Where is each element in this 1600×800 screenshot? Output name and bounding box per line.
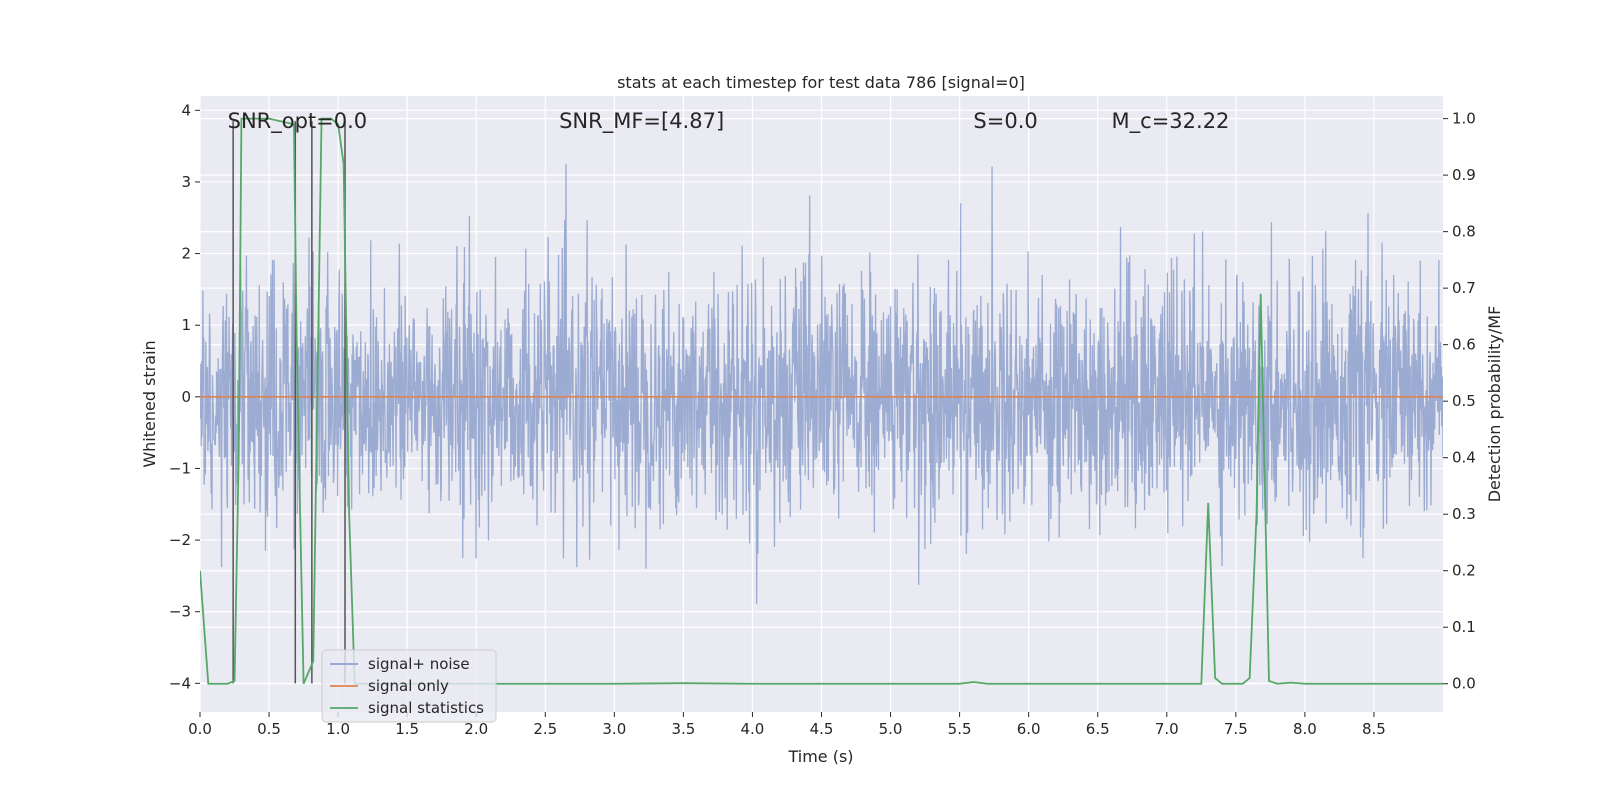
legend-box — [321, 649, 497, 723]
y2-tick-label: 0.8 — [1452, 223, 1476, 241]
signal-noise-series — [200, 163, 1443, 604]
x-tick-label: 5.0 — [879, 720, 903, 738]
y-tick-label: 0 — [181, 388, 191, 406]
y2-tick-label: 0.4 — [1452, 449, 1476, 467]
x-tick-label: 6.5 — [1086, 720, 1110, 738]
annotations: SNR_opt=0.0 SNR_MF=[4.87] S=0.0 M_c=32.22 — [228, 109, 1230, 134]
y2-tick-label: 0.7 — [1452, 279, 1476, 297]
x-tick-label: 7.0 — [1155, 720, 1179, 738]
y2-axis-ticks: 0.0 0.1 0.2 0.3 0.4 0.5 0.6 0.7 0.8 0.9 1.0 — [1443, 110, 1476, 693]
y-axis-ticks: −4 −3 −2 −1 0 1 2 3 4 — [169, 101, 200, 692]
x-tick-label: 4.5 — [810, 720, 834, 738]
y-axis-label: Whitened strain — [140, 340, 159, 467]
legend-label: signal+ noise — [368, 655, 470, 673]
y-tick-label: 2 — [181, 245, 191, 263]
legend-label: signal statistics — [368, 699, 484, 717]
annotation-text: SNR_opt=0.0 — [228, 109, 368, 134]
y-tick-label: −1 — [169, 459, 191, 477]
legend-label: signal only — [368, 677, 449, 695]
y2-tick-label: 0.9 — [1452, 166, 1476, 184]
annotation-text: S=0.0 — [973, 109, 1037, 133]
y-tick-label: 4 — [181, 101, 191, 119]
y2-tick-label: 0.0 — [1452, 675, 1476, 693]
x-tick-label: 2.0 — [464, 720, 488, 738]
x-tick-label: 1.5 — [395, 720, 419, 738]
x-tick-label: 3.5 — [671, 720, 695, 738]
legend: signal+ noise signal only signal statistic… — [321, 649, 497, 723]
y2-axis-label: Detection probability/MF — [1485, 306, 1504, 503]
x-tick-label: 2.5 — [533, 720, 557, 738]
x-tick-label: 8.5 — [1362, 720, 1386, 738]
x-tick-label: 5.5 — [948, 720, 972, 738]
vertical-markers — [232, 121, 346, 684]
signal-statistics-line — [200, 117, 1443, 685]
x-tick-label: 7.5 — [1224, 720, 1248, 738]
y2-tick-label: 0.5 — [1452, 392, 1476, 410]
x-tick-label: 4.0 — [741, 720, 765, 738]
annotation-text: SNR_MF=[4.87] — [559, 109, 724, 134]
y2-tick-label: 0.1 — [1452, 618, 1476, 636]
y2-tick-label: 0.6 — [1452, 336, 1476, 354]
signal-statistics-series — [200, 117, 1443, 685]
chart-title: stats at each timestep for test data 786… — [617, 73, 1025, 92]
x-tick-label: 6.0 — [1017, 720, 1041, 738]
x-tick-label: 8.0 — [1293, 720, 1317, 738]
x-tick-label: 0.0 — [188, 720, 212, 738]
x-axis-label: Time (s) — [787, 747, 853, 766]
y-tick-label: 3 — [181, 173, 191, 191]
y2-tick-label: 1.0 — [1452, 110, 1476, 128]
y2-tick-label: 0.3 — [1452, 505, 1476, 523]
y2-tick-label: 0.2 — [1452, 562, 1476, 580]
y-tick-label: 1 — [181, 316, 191, 334]
x-tick-label: 0.5 — [257, 720, 281, 738]
x-tick-label: 3.0 — [602, 720, 626, 738]
y-tick-label: −4 — [169, 674, 191, 692]
y-tick-label: −2 — [169, 531, 191, 549]
x-axis-ticks: 0.0 0.5 1.0 1.5 2.0 2.5 3.0 3.5 4.0 4.5 5.0 5.5 6.0 6… — [188, 712, 1386, 738]
y-tick-label: −3 — [169, 603, 191, 621]
x-tick-label: 1.0 — [326, 720, 350, 738]
annotation-text: M_c=32.22 — [1112, 109, 1230, 134]
signal-noise-line — [200, 163, 1443, 604]
